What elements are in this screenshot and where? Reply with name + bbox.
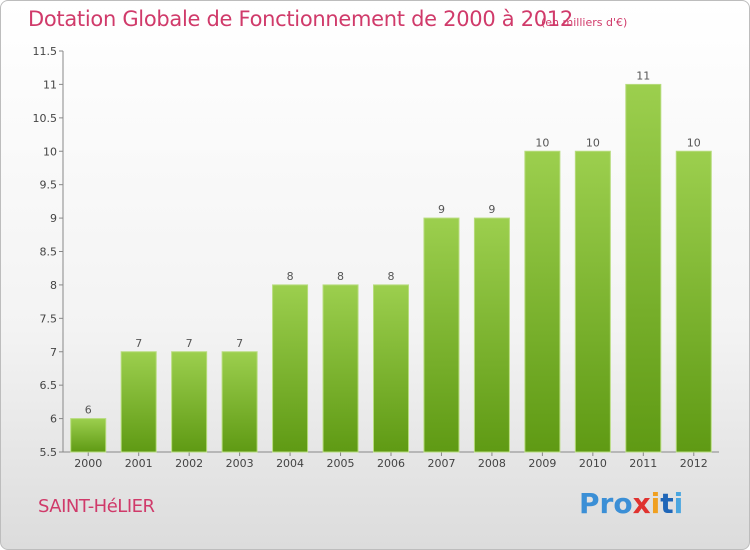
y-tick-label: 6 bbox=[50, 413, 57, 426]
x-tick-label: 2006 bbox=[377, 457, 405, 470]
x-tick-label: 2003 bbox=[226, 457, 254, 470]
x-tick-label: 2010 bbox=[579, 457, 607, 470]
value-labels: 6 7 7 7 8 8 8 9 9 10 10 11 10 bbox=[85, 69, 701, 416]
bar-value-label: 6 bbox=[85, 404, 92, 417]
logo-part: Pro bbox=[579, 487, 633, 520]
bar-2008 bbox=[473, 217, 510, 453]
bar-value-label: 11 bbox=[636, 69, 650, 82]
bar-2009 bbox=[524, 150, 561, 453]
town-name: SAINT-HéLIER bbox=[38, 496, 155, 517]
y-tick-label: 11 bbox=[43, 78, 57, 91]
bar-2011 bbox=[625, 83, 662, 453]
x-tick-label: 2011 bbox=[629, 457, 657, 470]
x-tick-label: 2009 bbox=[528, 457, 556, 470]
x-tick-label: 2002 bbox=[175, 457, 203, 470]
logo-part: i bbox=[673, 487, 684, 520]
y-tick-label: 9 bbox=[50, 212, 57, 225]
proxiti-logo[interactable]: Proxiti bbox=[579, 487, 683, 520]
y-tick-label: 6.5 bbox=[40, 379, 58, 392]
bar-value-label: 8 bbox=[388, 270, 395, 283]
bars bbox=[70, 83, 712, 453]
logo-part: x bbox=[632, 487, 651, 520]
bar-2002 bbox=[171, 351, 208, 453]
chart-title: Dotation Globale de Fonctionnement de 20… bbox=[28, 7, 573, 31]
bar-2000 bbox=[70, 418, 107, 453]
logo-part: i bbox=[650, 487, 661, 520]
bar-2004 bbox=[272, 284, 309, 453]
bar-value-label: 10 bbox=[535, 136, 549, 149]
y-tick-label: 7.5 bbox=[40, 312, 58, 325]
y-tick-label: 5.5 bbox=[40, 446, 58, 459]
y-tick-label: 8.5 bbox=[40, 246, 58, 259]
bar-value-label: 9 bbox=[438, 203, 445, 216]
unit-note: (en milliers d'€) bbox=[541, 16, 628, 29]
x-tick-label: 2004 bbox=[276, 457, 304, 470]
bar-2005 bbox=[322, 284, 359, 453]
bar-2001 bbox=[120, 351, 157, 453]
x-tick-label: 2012 bbox=[680, 457, 708, 470]
x-tick-label: 2008 bbox=[478, 457, 506, 470]
bar-value-label: 9 bbox=[488, 203, 495, 216]
x-tick-label: 2000 bbox=[74, 457, 102, 470]
y-tick-label: 8 bbox=[50, 279, 57, 292]
bar-2003 bbox=[221, 351, 258, 453]
y-tick-label: 7 bbox=[50, 346, 57, 359]
x-tick-label: 2005 bbox=[327, 457, 355, 470]
bar-value-label: 7 bbox=[186, 337, 193, 350]
bar-value-label: 10 bbox=[687, 136, 701, 149]
bar-2012 bbox=[675, 150, 712, 453]
y-tick-label: 10 bbox=[43, 145, 57, 158]
axes: 5.5 6 6.5 7 7.5 8 8.5 9 9.5 10 10.5 11 11.5 2000 2001 2… bbox=[33, 45, 719, 470]
y-tick-label: 9.5 bbox=[40, 179, 58, 192]
bar-2007 bbox=[423, 217, 460, 453]
y-tick-label: 10.5 bbox=[33, 112, 58, 125]
x-tick-label: 2007 bbox=[427, 457, 455, 470]
y-tick-label: 11.5 bbox=[33, 45, 58, 58]
bar-value-label: 10 bbox=[586, 136, 600, 149]
bar-value-label: 8 bbox=[337, 270, 344, 283]
bar-value-label: 8 bbox=[287, 270, 294, 283]
bar-2010 bbox=[574, 150, 611, 453]
bar-2006 bbox=[373, 284, 409, 453]
bar-value-label: 7 bbox=[135, 337, 142, 350]
logo-part: t bbox=[660, 487, 674, 520]
bar-value-label: 7 bbox=[236, 337, 243, 350]
x-tick-label: 2001 bbox=[125, 457, 153, 470]
